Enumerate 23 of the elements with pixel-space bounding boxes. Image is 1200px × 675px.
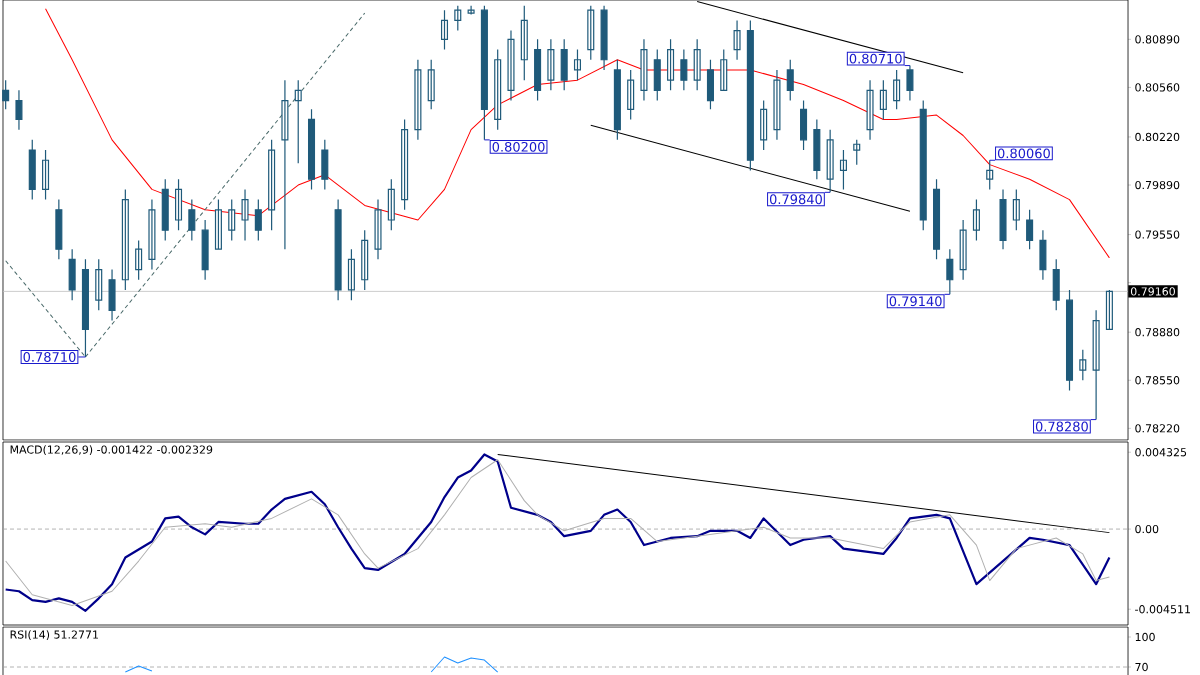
y-tick-label: 0.00 bbox=[1135, 524, 1159, 534]
annotation: 0.78710 bbox=[23, 352, 76, 362]
annotation: 0.80200 bbox=[492, 141, 545, 152]
y-tick-label: 0.004325 bbox=[1135, 448, 1187, 457]
annotation: 0.79840 bbox=[769, 194, 822, 205]
chart-title: MACD(12,26,9) -0.001422 -0.002329 bbox=[10, 445, 213, 455]
y-tick-label: 0.78220 bbox=[1135, 424, 1180, 433]
annotation: 0.78280 bbox=[1035, 421, 1088, 432]
annotation: 0.80060 bbox=[997, 148, 1050, 159]
y-tick-label: 0.78550 bbox=[1135, 376, 1180, 385]
annotation: 0.80710 bbox=[849, 53, 902, 64]
y-tick-label: 0.78880 bbox=[1135, 328, 1180, 337]
annotation: 0.79140 bbox=[889, 296, 942, 307]
y-tick-label: 100 bbox=[1135, 632, 1155, 642]
chart-title: RSI(14) 51.2771 bbox=[10, 630, 98, 640]
y-tick-label: 0.79890 bbox=[1135, 180, 1180, 190]
ref-line-label: 0.79160 bbox=[1130, 287, 1175, 296]
y-tick-label: 0.79550 bbox=[1135, 230, 1180, 239]
y-tick-label: 0.80560 bbox=[1135, 83, 1180, 92]
y-tick-label: -0.004511 bbox=[1135, 605, 1190, 614]
y-tick-label: 0.80220 bbox=[1135, 132, 1180, 142]
y-tick-label: 0.80890 bbox=[1135, 35, 1180, 44]
y-tick-label: 70 bbox=[1135, 662, 1148, 672]
